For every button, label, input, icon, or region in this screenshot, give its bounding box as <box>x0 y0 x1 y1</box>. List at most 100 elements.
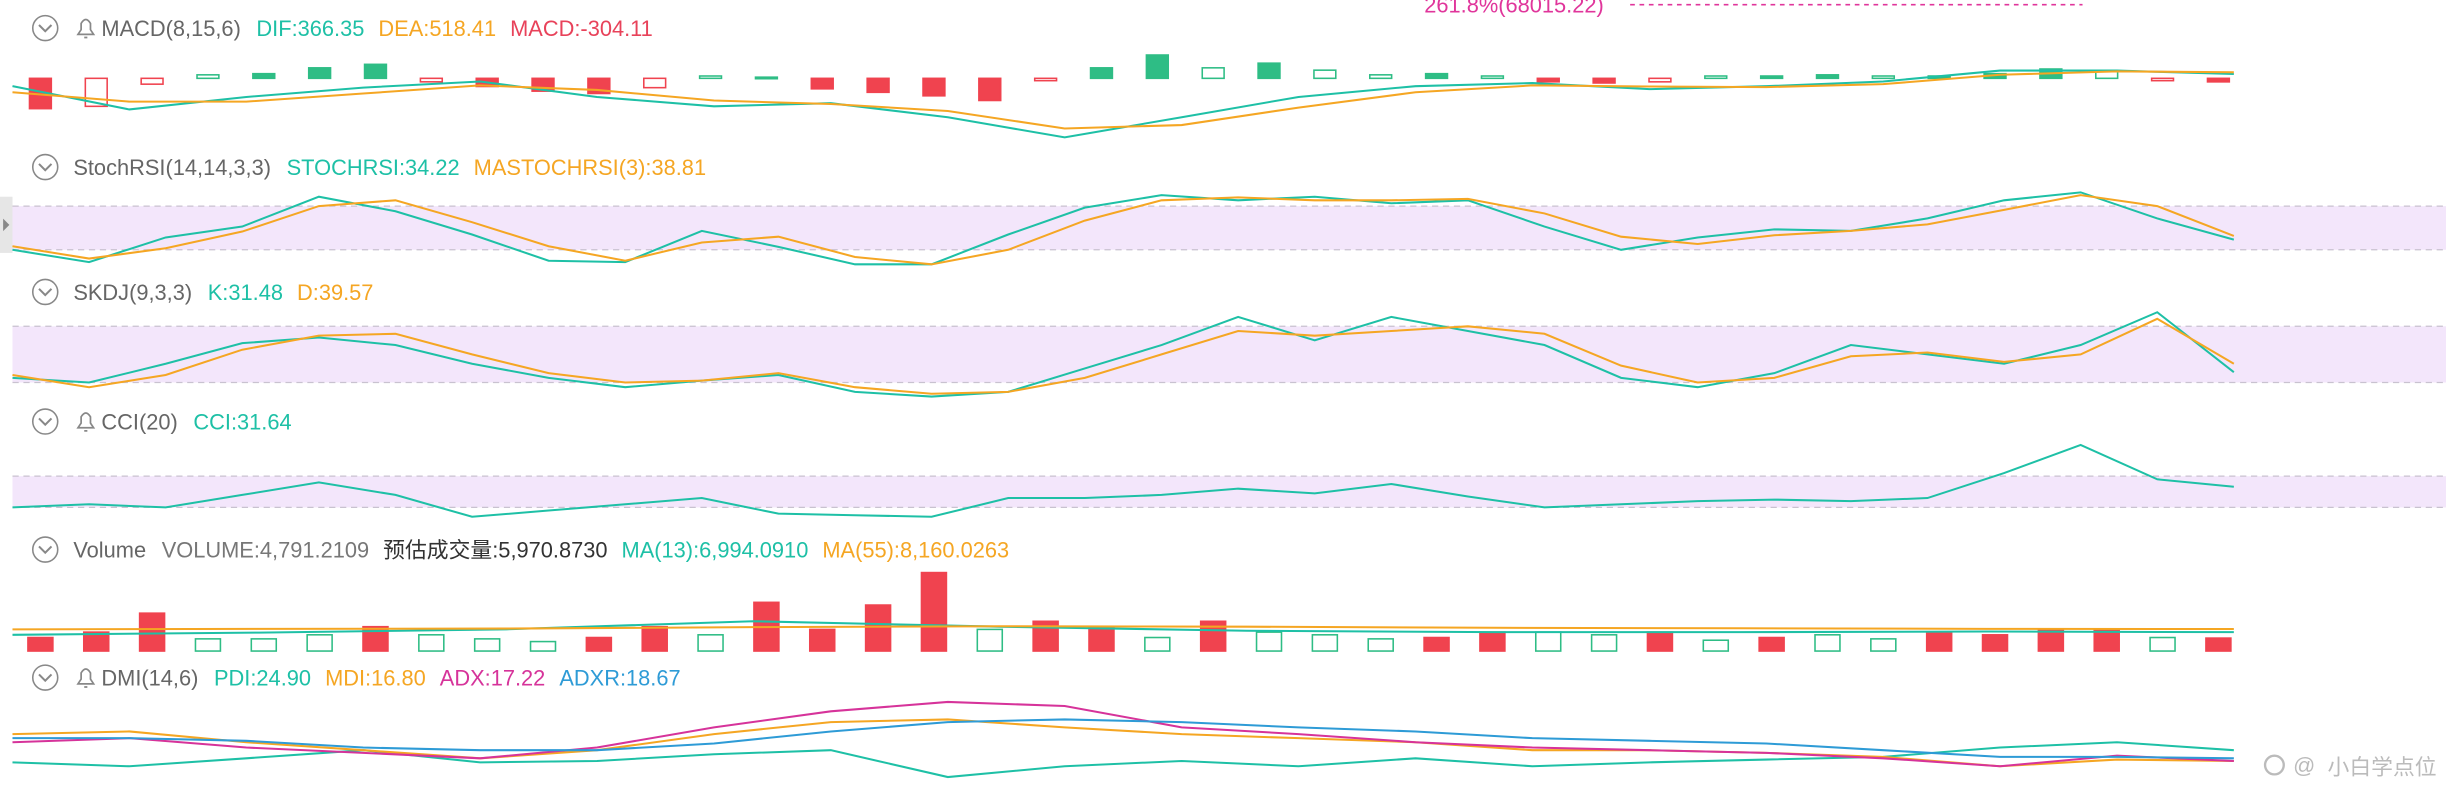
collapse-button[interactable] <box>31 14 59 42</box>
alert-bell[interactable] <box>76 18 96 39</box>
indicator-line <box>12 718 2234 760</box>
indicator-line <box>12 625 2234 631</box>
volume-bar <box>1255 631 1283 652</box>
macd-bar <box>1759 75 1784 80</box>
macd-bar <box>1257 62 1281 80</box>
indicator-name: CCI(20) <box>101 409 177 434</box>
collapse-button[interactable] <box>31 408 59 435</box>
indicator-value: CCI:31.64 <box>193 409 291 434</box>
volume-bar <box>194 638 222 652</box>
volume-bar <box>585 636 613 652</box>
volume-bar <box>306 634 333 652</box>
collapse-chevron <box>38 288 53 297</box>
band-fill <box>12 206 2446 250</box>
indicator-value: VOLUME:4,791.2109 <box>162 537 369 562</box>
macd-bar <box>1201 67 1225 80</box>
indicator-value: STOCHRSI:34.22 <box>287 155 460 180</box>
collapse-button[interactable] <box>31 153 59 181</box>
macd-bar <box>1089 67 1114 80</box>
indicator-value: D:39.57 <box>297 280 373 305</box>
indicator-value: MACD:-304.11 <box>510 16 653 41</box>
indicator-value: DEA:518.41 <box>378 16 496 41</box>
watermark-icon <box>2263 754 2285 776</box>
indicator-value: MA(13):6,994.0910 <box>622 537 809 562</box>
macd-bar <box>754 76 779 80</box>
alert-bell[interactable] <box>76 412 96 432</box>
macd-bar <box>252 72 276 80</box>
macd-bar <box>140 77 164 85</box>
volume-bar <box>529 640 557 652</box>
indicator-value: ADX:17.22 <box>440 665 546 690</box>
indicator-name: DMI(14,6) <box>101 665 198 690</box>
macd-bar <box>1313 69 1337 80</box>
indicator-value: K:31.48 <box>208 280 283 305</box>
volume-bar <box>1088 625 1115 652</box>
volume-bar <box>27 636 54 652</box>
volume-bar <box>1534 631 1562 652</box>
macd-bar <box>1145 54 1170 80</box>
macd-bar <box>1480 75 1505 80</box>
indicator-line <box>12 317 2235 395</box>
collapse-button[interactable] <box>31 664 59 691</box>
indicator-value: ADXR:18.67 <box>559 665 680 690</box>
volume-bar <box>1423 636 1450 652</box>
collapse-chevron <box>38 673 53 683</box>
alert-bell[interactable] <box>76 668 96 688</box>
volume-bar <box>808 628 836 652</box>
indicator-value: MA(55):8,160.0263 <box>822 537 1009 562</box>
macd-bar <box>1871 75 1896 80</box>
macd-bar <box>419 77 444 83</box>
indicator-value: MDI:16.80 <box>325 665 426 690</box>
volume-bar <box>1479 631 1506 652</box>
indicator-line <box>12 700 2234 768</box>
macd-bar <box>922 77 946 97</box>
volume-bar <box>82 631 110 652</box>
macd-bar <box>978 77 1002 102</box>
macd-bar <box>866 77 890 94</box>
indicator-value: 预估成交量:5,970.8730 <box>383 537 607 562</box>
indicator-name: SKDJ(9,3,3) <box>73 280 192 305</box>
macd-bar <box>2206 77 2231 83</box>
collapse-button[interactable] <box>31 278 59 306</box>
macd-bar <box>1815 74 1840 80</box>
macd-bar <box>698 75 723 80</box>
volume-bar <box>920 571 948 652</box>
collapse-chevron <box>38 24 53 33</box>
volume-bar <box>138 612 166 652</box>
indicator-name: Volume <box>73 537 146 562</box>
watermark: @ 小白学点位 <box>2263 753 2437 779</box>
volume-bar <box>2149 636 2176 652</box>
indicator-value: MASTOCHRSI(3):38.81 <box>474 155 706 180</box>
volume-bar <box>864 604 892 652</box>
collapse-button[interactable] <box>31 536 59 563</box>
volume-bar <box>697 634 724 652</box>
macd-bar <box>643 77 667 89</box>
macd-bar <box>1369 74 1393 80</box>
side-tab-arrow <box>3 218 10 232</box>
macd-bar <box>1648 77 1672 83</box>
indicator-name: StochRSI(14,14,3,3) <box>73 155 271 180</box>
volume-bar <box>1758 636 1785 652</box>
watermark-at: @ <box>2293 753 2315 778</box>
collapse-chevron <box>38 417 53 427</box>
indicator-value: DIF:366.35 <box>256 16 364 41</box>
volume-bar <box>641 625 668 652</box>
volume-bar <box>1702 639 1730 652</box>
macd-bar <box>1592 77 1616 84</box>
volume-bar <box>976 628 1004 652</box>
indicator-line <box>12 311 2235 398</box>
watermark-text: 小白学点位 <box>2328 754 2437 779</box>
volume-bar <box>418 634 445 652</box>
volume-bar <box>1981 634 2009 652</box>
volume-bar <box>1646 631 1674 652</box>
indicator-line <box>12 443 2234 518</box>
macd-bar <box>810 77 834 90</box>
indicator-name: MACD(8,15,6) <box>101 16 240 41</box>
volume-bar <box>1814 634 1841 652</box>
macd-bar <box>1704 75 1728 80</box>
macd-bar <box>1424 72 1449 80</box>
macd-bar <box>363 63 388 80</box>
